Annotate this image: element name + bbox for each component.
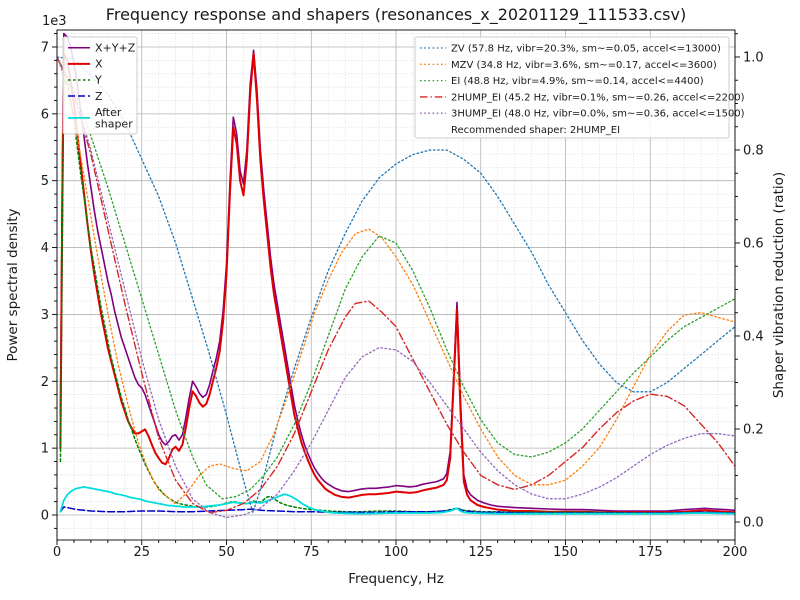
x-tick-label: 50 <box>218 545 235 560</box>
shaper-line-2hump-ei <box>57 56 735 514</box>
y-right-tick-label: 0.4 <box>743 329 764 344</box>
x-tick-label: 75 <box>303 545 320 560</box>
shaper-line-mzv <box>57 56 735 505</box>
shaper-line-3hump-ei <box>57 56 735 519</box>
x-tick-label: 25 <box>133 545 150 560</box>
x-tick-label: 0 <box>53 545 61 560</box>
y-left-tick-label: 6 <box>41 107 49 122</box>
legend-label-x-y-z: X+Y+Z <box>95 42 136 55</box>
legend-shapers: ZV (57.8 Hz, vibr=20.3%, sm~=0.05, accel… <box>414 36 745 139</box>
chart-title: Frequency response and shapers (resonanc… <box>106 5 686 25</box>
series-line-x-y-z <box>59 32 735 512</box>
legend-psd-box <box>62 36 138 135</box>
legend-label-x: X <box>95 58 103 71</box>
recommended-shaper-label: Recommended shaper: 2HUMP_EI <box>451 125 620 136</box>
y-right-axis-label: Shaper vibration reduction (ratio) <box>771 172 787 398</box>
y-left-tick-label: 3 <box>41 308 49 323</box>
axis-ticks <box>52 33 740 545</box>
y-left-tick-label: 5 <box>41 174 49 189</box>
y-left-tick-label: 2 <box>41 375 49 390</box>
x-tick-label: 175 <box>638 545 663 560</box>
legend-label-zv: ZV (57.8 Hz, vibr=20.3%, sm~=0.05, accel… <box>451 44 721 55</box>
legend-label-y: Y <box>94 74 102 87</box>
y-left-tick-label: 0 <box>41 508 49 523</box>
legend-label-ei: EI (48.8 Hz, vibr=4.9%, sm~=0.14, accel<… <box>451 76 704 87</box>
x-axis-label: Frequency, Hz <box>348 571 444 587</box>
x-tick-label: 150 <box>553 545 578 560</box>
x-tick-label: 100 <box>384 545 409 560</box>
y-left-axis-label: Power spectral density <box>5 208 21 361</box>
x-tick-label: 200 <box>723 545 748 560</box>
y-right-tick-label: 0.0 <box>743 516 764 531</box>
y-left-tick-label: 4 <box>41 241 49 256</box>
y-right-tick-label: 1.0 <box>743 50 764 65</box>
legend-label-after-shaper: shaper <box>95 117 133 130</box>
y-left-tick-label: 1 <box>41 442 49 457</box>
y-axis-offset-label: 1e3 <box>42 14 67 29</box>
legend-label-mzv: MZV (34.8 Hz, vibr=3.6%, sm~=0.17, accel… <box>451 60 717 71</box>
y-right-tick-label: 0.8 <box>743 143 764 158</box>
legend-label-3hump-ei: 3HUMP_EI (48.0 Hz, vibr=0.0%, sm~=0.36, … <box>451 109 745 120</box>
shaper-line-ei <box>57 56 735 500</box>
legend-label-z: Z <box>95 90 103 103</box>
y-left-tick-label: 7 <box>41 40 49 55</box>
legend-label-after-shaper: After <box>95 106 122 119</box>
legend-shapers-box <box>414 36 730 139</box>
y-right-tick-label: 0.2 <box>743 422 764 437</box>
legend-label-2hump-ei: 2HUMP_EI (45.2 Hz, vibr=0.1%, sm~=0.26, … <box>451 92 745 103</box>
y-right-tick-label: 0.6 <box>743 236 764 251</box>
shaper-line-zv <box>57 56 735 514</box>
x-tick-label: 125 <box>468 545 493 560</box>
psd-series <box>59 32 735 515</box>
series-line-z <box>59 506 735 514</box>
shaper-series <box>57 56 735 519</box>
